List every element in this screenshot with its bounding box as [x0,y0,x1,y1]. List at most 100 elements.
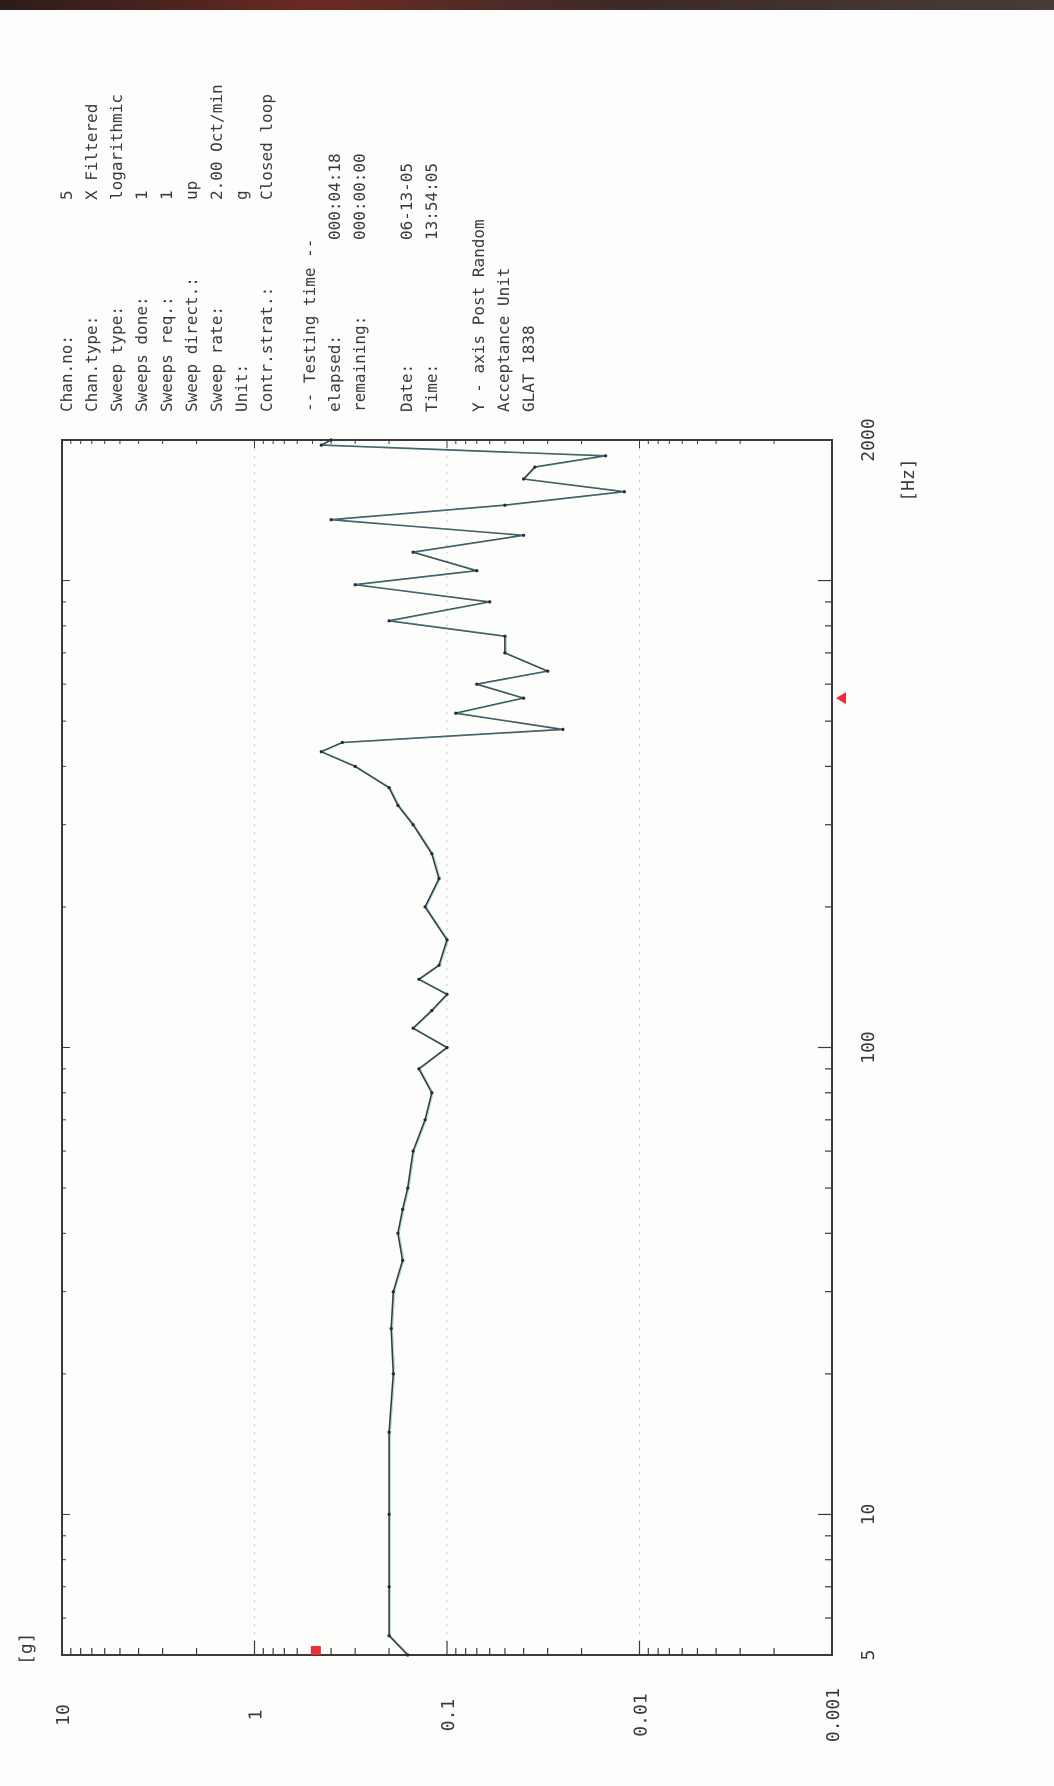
data-point [353,764,357,769]
data-point [503,503,507,507]
data-point [387,1512,391,1516]
info-label: Contr.strat.: [257,287,276,412]
data-point [445,1045,449,1050]
y-tick-label: 10 [53,1704,74,1726]
frequency-marker [836,692,846,705]
data-point [387,1634,391,1638]
info-value: 1 [157,190,176,200]
date-value: 06-13-05 [397,163,416,240]
data-point [391,1372,395,1376]
data-point [503,651,507,655]
data-point [411,550,415,554]
data-point [340,740,344,745]
info-value: Closed loop [257,94,276,200]
data-point [454,711,458,715]
footer-line: GLAT 1838 [519,325,538,412]
data-point [423,905,427,909]
data-point [430,852,434,856]
data-point [437,877,441,881]
data-point [319,443,323,447]
data-point [329,438,333,442]
data-point [475,569,479,573]
data-point [522,696,526,700]
data-point [546,669,550,673]
data-point [423,1118,427,1122]
data-point [437,963,441,967]
data-point [387,1430,391,1434]
data-point [396,1231,400,1235]
info-label: Chan.no: [57,335,76,412]
data-point [389,1327,393,1331]
testing-label: remaining: [350,316,369,412]
data-point [622,490,626,494]
y-tick-label: 1 [246,1710,267,1721]
data-point [396,803,400,808]
data-point [406,1186,410,1190]
data-point [387,619,391,623]
info-label: Sweep type: [107,306,126,412]
data-point [503,634,507,638]
info-value: 1 [132,190,151,200]
y-tick-label: 0.1 [438,1699,459,1732]
info-value: g [232,190,251,200]
level-marker [310,1646,321,1655]
data-point [417,977,421,981]
x-tick-label: 2000 [858,418,879,461]
info-value: up [182,181,201,200]
data-point [475,682,479,686]
data-point [445,938,449,942]
info-value: logarithmic [107,94,126,200]
data-point [604,454,608,458]
data-point [387,786,391,790]
info-label: Chan.type: [82,316,101,412]
testing-label: elapsed: [325,335,344,412]
info-label: Sweep rate: [207,306,226,412]
data-point [406,1653,410,1657]
date-label: Time: [422,364,441,412]
testing-value: 000:04:18 [325,153,344,240]
testing-value: 000:00:00 [350,153,369,240]
data-point [401,1207,405,1211]
data-point [319,750,323,754]
info-value: 2.00 Oct/min [207,84,226,200]
x-axis-label: [Hz] [898,458,919,501]
data-point [391,1290,395,1294]
data-point [445,992,449,996]
data-point [329,518,333,522]
data-point [353,583,357,587]
data-point [430,1008,434,1013]
data-point [488,600,492,604]
data-point [411,1149,415,1153]
x-tick-label: 5 [858,1650,879,1661]
info-label: Sweeps done: [132,296,151,412]
data-point [522,477,526,481]
scan-top-edge [0,0,1054,10]
info-label: Sweep direct.: [182,277,201,412]
data-point [522,533,526,537]
data-point [561,727,565,732]
info-label: Sweeps req.: [157,296,176,412]
info-label: Unit: [232,364,251,412]
footer-line: Acceptance Unit [494,268,513,413]
sweep-response-line [320,439,626,1656]
data-point [401,1258,405,1262]
data-point [411,1026,415,1030]
data-point [417,1067,421,1071]
data-point [411,823,415,827]
y-tick-label: 0.001 [823,1688,844,1742]
testing-time-header: -- Testing time -- [300,239,319,412]
x-tick-label: 100 [858,1031,879,1064]
x-tick-label: 10 [858,1504,879,1526]
data-point [387,1585,391,1589]
info-value: X Filtered [82,104,101,200]
footer-line: Y - axis Post Random [469,219,488,412]
date-value: 13:54:05 [422,163,441,240]
y-axis-label: [g] [16,1632,37,1665]
info-value: 5 [57,190,76,200]
y-tick-label: 0.01 [631,1693,652,1736]
data-point [430,1091,434,1095]
sweep-response-line-shadow [321,439,626,1656]
date-label: Date: [397,364,416,412]
data-point [533,465,537,469]
